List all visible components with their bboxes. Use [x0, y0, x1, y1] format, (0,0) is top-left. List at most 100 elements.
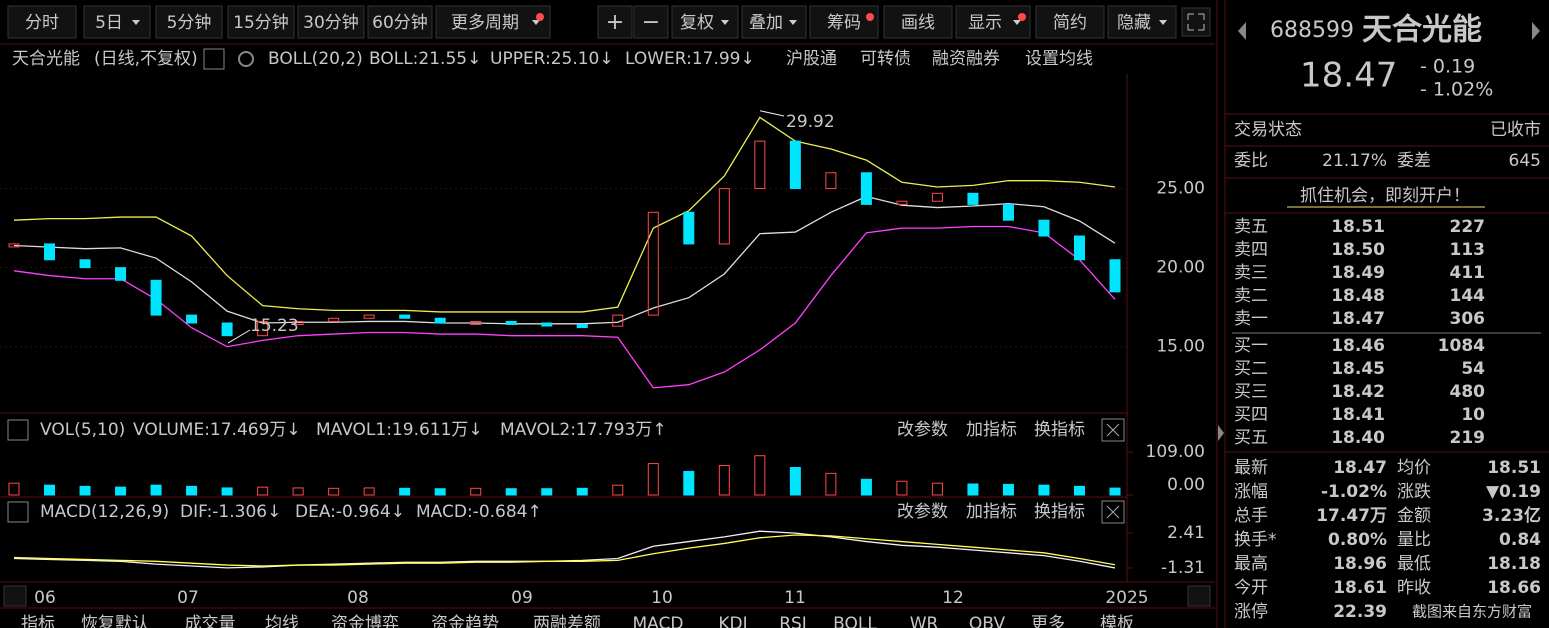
- book-price: 18.47: [1331, 309, 1385, 329]
- tool-label[interactable]: 叠加: [749, 13, 783, 33]
- header-link[interactable]: 融资融券: [932, 49, 1000, 69]
- book-price: 18.50: [1331, 240, 1385, 260]
- stat-label: 金额: [1397, 506, 1431, 526]
- volume-bar: [612, 484, 624, 496]
- period-label[interactable]: 更多周期: [451, 13, 519, 33]
- panel-action[interactable]: 换指标: [1034, 502, 1085, 522]
- tool-label[interactable]: −: [642, 10, 660, 35]
- bottom-tab[interactable]: WR: [910, 614, 939, 628]
- period-button[interactable]: [7, 5, 77, 39]
- volume-bar: [789, 467, 801, 496]
- x-tick-label: 08: [347, 588, 369, 608]
- panel-action[interactable]: 加指标: [966, 420, 1017, 440]
- chart-mode: (日线,不复权): [94, 49, 198, 69]
- tool-label[interactable]: 画线: [901, 13, 935, 33]
- bottom-tab[interactable]: 资金趋势: [431, 614, 499, 628]
- bottom-tab[interactable]: KDJ: [718, 614, 747, 628]
- candle: [257, 320, 269, 337]
- bottom-tab[interactable]: 资金博弈: [331, 614, 399, 628]
- volume-bar: [363, 487, 375, 496]
- close-icon: [1106, 505, 1120, 519]
- book-price: 18.42: [1331, 382, 1385, 402]
- prev-arrow[interactable]: [1238, 22, 1246, 40]
- period-label[interactable]: 60分钟: [372, 13, 428, 33]
- bottom-tab[interactable]: RSI: [779, 614, 807, 628]
- candle: [1109, 259, 1121, 293]
- dif-value: DIF:-1.306↓: [180, 502, 281, 522]
- bottom-tab[interactable]: 更多: [1031, 614, 1065, 628]
- period-label[interactable]: 5日: [95, 13, 123, 33]
- help-box[interactable]: [203, 48, 225, 70]
- period-label[interactable]: 30分钟: [303, 13, 359, 33]
- panel-action[interactable]: 改参数: [897, 502, 948, 522]
- close-box[interactable]: [1101, 418, 1125, 442]
- bottom-tab[interactable]: MACD: [633, 614, 684, 628]
- period-button[interactable]: [83, 5, 151, 39]
- period-button[interactable]: [297, 5, 365, 39]
- period-label[interactable]: 15分钟: [233, 13, 289, 33]
- volume-bar: [221, 487, 233, 496]
- candle: [44, 243, 56, 261]
- volume-bar: [434, 488, 446, 496]
- help-box[interactable]: [7, 419, 29, 441]
- collapse-arrow[interactable]: [1218, 425, 1224, 441]
- bottom-tab[interactable]: OBV: [969, 614, 1006, 628]
- bottom-tab[interactable]: 模板: [1100, 614, 1134, 628]
- settings-icon[interactable]: [238, 51, 254, 67]
- price-change-pct: - 1.02%: [1420, 79, 1493, 101]
- help-box[interactable]: [7, 501, 29, 523]
- tool-label[interactable]: 筹码: [827, 13, 861, 33]
- candle: [683, 211, 695, 245]
- promo-link[interactable]: 抓住机会，即刻开户！: [1300, 186, 1470, 206]
- tool-label[interactable]: 简约: [1053, 13, 1087, 33]
- bottom-tab[interactable]: 均线: [265, 614, 299, 628]
- period-button[interactable]: [435, 5, 551, 39]
- tool-button[interactable]: [597, 5, 633, 39]
- bottom-tab[interactable]: 指标: [21, 614, 55, 628]
- volume-bar: [754, 455, 766, 496]
- header-link[interactable]: 设置均线: [1025, 49, 1093, 69]
- tool-label[interactable]: 显示: [968, 13, 1002, 33]
- header-link[interactable]: 沪股通: [786, 49, 837, 69]
- header-link[interactable]: 可转债: [860, 49, 911, 69]
- last-price: 18.47: [1300, 56, 1397, 96]
- candle: [825, 172, 837, 190]
- panel-action[interactable]: 改参数: [897, 420, 948, 440]
- panel-action[interactable]: 加指标: [966, 502, 1017, 522]
- stat-label: 量比: [1397, 530, 1431, 550]
- scroll-right[interactable]: [1187, 585, 1211, 607]
- period-button[interactable]: [367, 5, 433, 39]
- book-label: 买三: [1234, 382, 1268, 402]
- fullscreen-button[interactable]: [1181, 7, 1211, 37]
- tool-button[interactable]: [883, 5, 953, 39]
- volume-bar: [8, 482, 20, 496]
- candle: [931, 192, 943, 202]
- bottom-tab[interactable]: 恢复默认: [81, 614, 149, 628]
- period-button[interactable]: [227, 5, 295, 39]
- tool-button[interactable]: [1035, 5, 1105, 39]
- tool-button[interactable]: [633, 5, 669, 39]
- tool-button[interactable]: [809, 5, 879, 39]
- book-volume: 227: [1450, 217, 1486, 237]
- stat-value: 18.18: [1487, 554, 1541, 574]
- period-button[interactable]: [155, 5, 223, 39]
- period-label[interactable]: 分时: [25, 13, 59, 33]
- tool-label[interactable]: 隐藏: [1117, 13, 1151, 33]
- bottom-tab[interactable]: 成交量: [185, 614, 236, 628]
- candle: [328, 317, 340, 322]
- scroll-left[interactable]: [3, 585, 27, 607]
- close-box[interactable]: [1101, 500, 1125, 524]
- book-volume: 144: [1450, 286, 1486, 306]
- book-volume: 1084: [1438, 336, 1485, 356]
- weicha-value: 645: [1509, 151, 1541, 171]
- tool-label[interactable]: 复权: [680, 13, 714, 33]
- panel-action[interactable]: 换指标: [1034, 420, 1085, 440]
- book-label: 买二: [1234, 359, 1268, 379]
- next-arrow[interactable]: [1532, 22, 1540, 40]
- dropdown-icon: [789, 20, 797, 25]
- bottom-tab[interactable]: BOLL: [833, 614, 877, 628]
- period-label[interactable]: 5分钟: [167, 13, 212, 33]
- tool-label[interactable]: +: [606, 10, 624, 35]
- bottom-tab[interactable]: 两融差额: [533, 614, 601, 628]
- candle: [363, 314, 375, 319]
